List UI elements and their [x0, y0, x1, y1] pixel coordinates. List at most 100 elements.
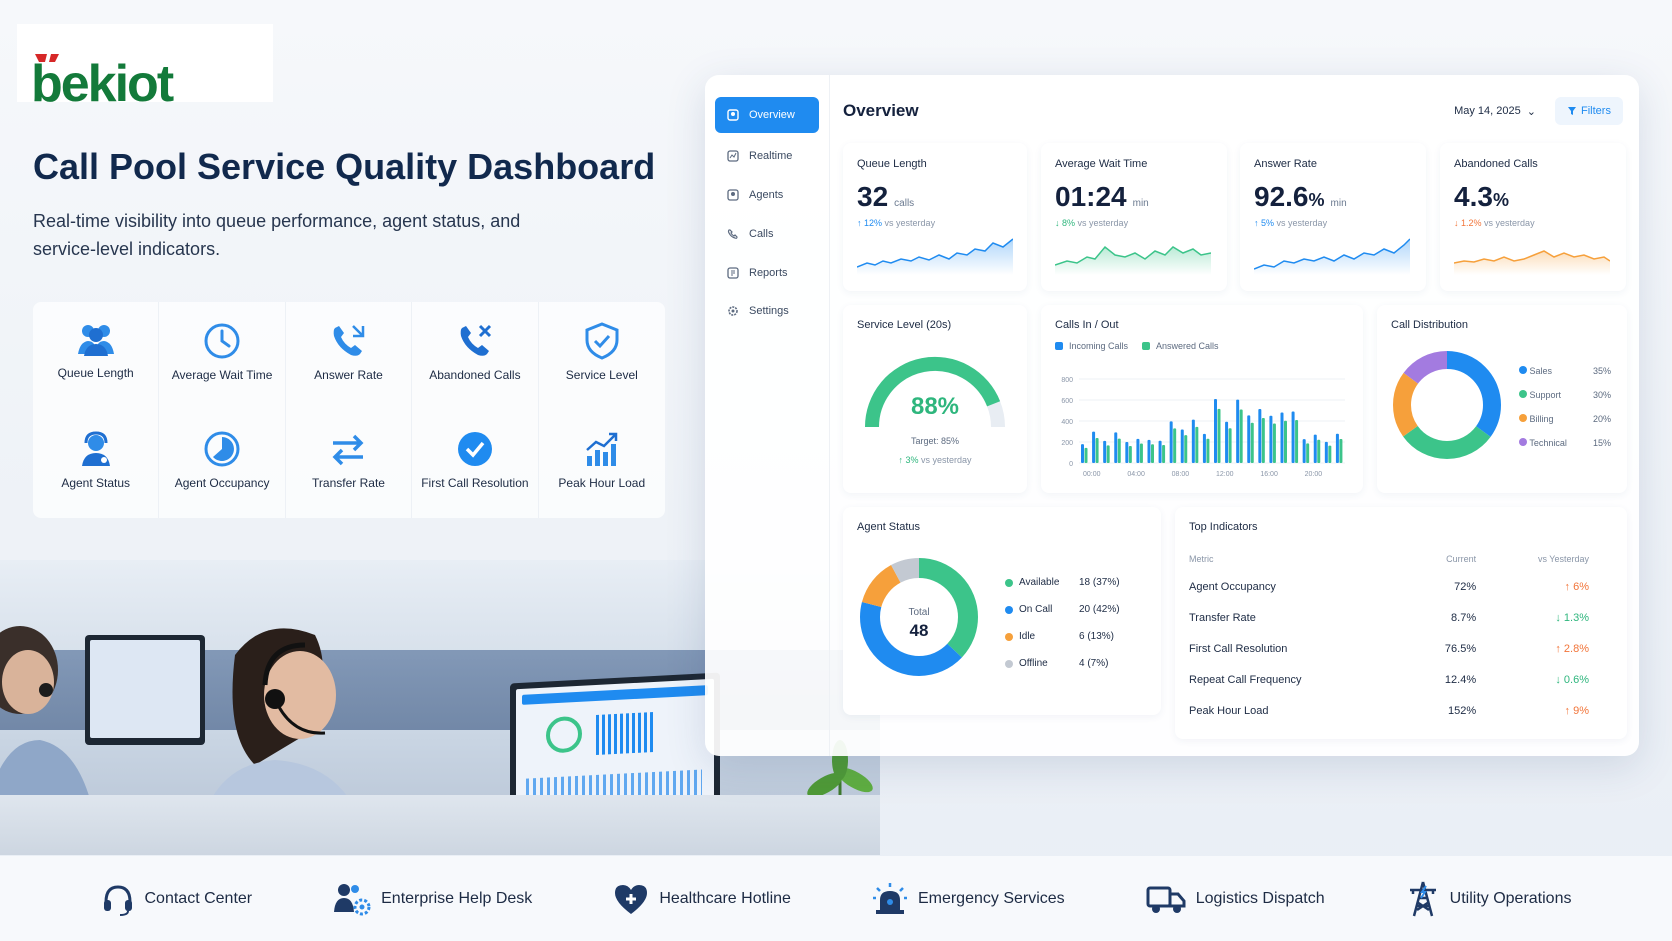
table-row[interactable]: Peak Hour Load 152% ↑ 9% [1189, 704, 1589, 717]
bekiot-logo-icon: bekiot [31, 54, 176, 106]
bar-answered [1317, 439, 1321, 463]
kpi-average-wait-time[interactable]: Average Wait Time 01:24 min ↓ 8% vs yeste… [1041, 143, 1227, 291]
industries-bar: Contact Center Enterprise Help Desk Heal… [0, 856, 1672, 941]
bar-incoming [1158, 440, 1162, 463]
donut-slice-support [1393, 351, 1501, 459]
clock-icon [204, 323, 240, 359]
bar-answered [1206, 438, 1210, 463]
feature-average-wait-time: Average Wait Time [159, 302, 286, 410]
nav-agents[interactable]: Agents [715, 177, 819, 213]
bar-incoming [1092, 431, 1096, 463]
kpi-queue-length[interactable]: Queue Length 32 calls ↑ 12% vs yesterday [843, 143, 1027, 291]
bar-answered [1250, 422, 1254, 463]
nav-settings[interactable]: Settings [715, 293, 819, 329]
bar-answered [1295, 419, 1299, 463]
agent-status-card[interactable]: Agent Status Total 48 Available 18 (37%) … [843, 507, 1161, 715]
nav-realtime[interactable]: Realtime [715, 138, 819, 174]
people-group-icon [77, 325, 114, 356]
industry-contact-center: Contact Center [101, 882, 252, 916]
table-row[interactable]: First Call Resolution 76.5% ↑ 2.8% [1189, 642, 1589, 655]
bar-incoming [1324, 441, 1328, 463]
bar-incoming [1147, 439, 1151, 463]
siren-icon [872, 882, 907, 914]
service-level-target: Target: 85% [910, 436, 960, 446]
legend-technical: Technical 15% [1519, 431, 1611, 455]
feature-first-call-resolution: First Call Resolution [412, 410, 539, 518]
call-distribution-card[interactable]: Call Distribution Sales 35% Support 30% Bi… [1377, 305, 1627, 493]
bar-answered [1261, 417, 1265, 463]
agent-headset-icon [81, 431, 110, 466]
feature-agent-occupancy: Agent Occupancy [159, 410, 286, 518]
bar-answered [1117, 438, 1121, 463]
feature-abandoned-calls: Abandoned Calls [412, 302, 539, 410]
bar-incoming [1125, 442, 1129, 463]
legend-incoming: Incoming Calls [1055, 341, 1128, 351]
background-monitor [85, 635, 205, 745]
feature-peak-hour-load: Peak Hour Load [539, 410, 665, 518]
bar-answered [1151, 444, 1154, 463]
nav-overview[interactable]: Overview [715, 97, 819, 133]
x-tick-label: 20:00 [1305, 471, 1323, 478]
bar-answered [1284, 420, 1287, 463]
sparkline [857, 238, 1013, 275]
distribution-donut-chart [1393, 351, 1501, 459]
realtime-icon [727, 150, 739, 162]
feature-agent-status: Agent Status [33, 410, 160, 518]
bar-answered [1162, 444, 1166, 463]
feature-answer-rate: Answer Rate [286, 302, 413, 410]
bar-answered [1173, 428, 1177, 463]
bar-incoming [1081, 444, 1084, 463]
service-level-value: 88% [910, 393, 960, 420]
nav-reports[interactable]: Reports [715, 255, 819, 291]
team-gear-icon [334, 883, 371, 915]
reports-icon [727, 267, 739, 279]
filters-button[interactable]: Filters [1555, 97, 1623, 125]
feature-service-level: Service Level [539, 302, 665, 410]
top-indicators-card[interactable]: Top Indicators Metric Current vs Yesterd… [1175, 507, 1627, 739]
donut-slice-technical [1393, 351, 1501, 459]
bar-answered [1306, 443, 1310, 463]
agent-total-value: 48 [909, 621, 929, 640]
y-tick-label: 800 [1061, 377, 1073, 384]
legend-sales: Sales 35% [1519, 359, 1611, 383]
pie-icon [204, 431, 240, 467]
service-level-gauge [865, 356, 1005, 428]
page-subtitle: Real-time visibility into queue performa… [33, 211, 521, 259]
bar-answered [1239, 409, 1243, 463]
x-tick-label: 04:00 [1127, 471, 1145, 478]
bar-answered [1106, 445, 1110, 463]
bar-incoming [1191, 419, 1195, 463]
service-level-trend: ↑ 3% vs yesterday [898, 455, 972, 465]
legend-on-call: On Call 20 (42%) [1005, 596, 1135, 623]
overview-icon [727, 109, 739, 121]
calls-inout-card[interactable]: Calls In / Out Incoming Calls Answered C… [1041, 305, 1363, 493]
kpi-answer-rate[interactable]: Answer Rate 92.6% min ↑ 5% vs yesterday [1240, 143, 1426, 291]
donut-slice-billing [1393, 351, 1501, 459]
bar-incoming [1280, 412, 1284, 463]
bar-trend-icon [585, 432, 618, 466]
legend-available: Available 18 (37%) [1005, 569, 1135, 596]
bar-incoming [1103, 440, 1107, 463]
bar-answered [1272, 423, 1276, 463]
bar-answered [1184, 435, 1188, 463]
chart-legend: Incoming Calls Answered Calls [1055, 341, 1219, 351]
service-level-card[interactable]: Service Level (20s) 88% Target: 85% ↑ 3%… [843, 305, 1027, 493]
gear-icon [728, 306, 738, 316]
power-tower-icon [1409, 881, 1436, 916]
calls-bar-chart: 800 600 400 200 0 00:00 04:00 08:00 12:00 16:00 20… [1061, 377, 1345, 478]
table-row[interactable]: Transfer Rate 8.7% ↓ 1.3% [1189, 611, 1589, 624]
kpi-abandoned-calls[interactable]: Abandoned Calls 4.3% ↓ 1.2% vs yesterday [1440, 143, 1626, 291]
bar-incoming [1214, 398, 1217, 463]
x-tick-label: 12:00 [1216, 471, 1234, 478]
legend-idle: Idle 6 (13%) [1005, 623, 1135, 650]
chevron-down-icon: ⌄ [1526, 105, 1536, 118]
dashboard-panel: Overview Realtime Agents Calls Reports S… [705, 75, 1639, 756]
phone-missed-icon [460, 324, 491, 356]
industry-healthcare-hotline: Healthcare Hotline [613, 882, 791, 916]
nav-calls[interactable]: Calls [715, 216, 819, 252]
table-row[interactable]: Repeat Call Frequency 12.4% ↓ 0.6% [1189, 673, 1589, 686]
table-row[interactable]: Agent Occupancy 72% ↑ 6% [1189, 580, 1589, 593]
filter-icon [1568, 107, 1577, 115]
date-picker[interactable]: May 14, 2025 ⌄ [1454, 105, 1536, 118]
bar-incoming [1225, 421, 1229, 463]
